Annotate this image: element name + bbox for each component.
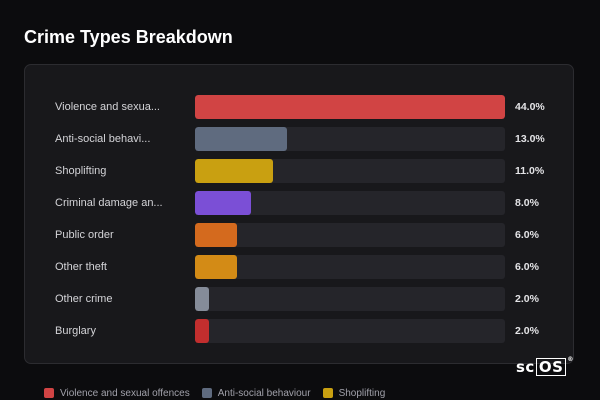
bar-fill — [195, 127, 287, 151]
chart-panel: Violence and sexua... 44.0% Anti-social be… — [24, 64, 574, 364]
legend-label: Anti-social behaviour — [217, 387, 311, 399]
bar-track — [195, 319, 505, 343]
registered-mark: ® — [567, 355, 574, 363]
legend-swatch — [44, 388, 54, 398]
bar-value-label: 6.0% — [515, 261, 539, 273]
bar-category-label: Shoplifting — [55, 165, 107, 177]
brand-logo: sc OS ® — [516, 355, 574, 376]
bar-row: Anti-social behavi... 13.0% — [25, 127, 575, 151]
logo-boxed-text: OS — [535, 358, 567, 376]
bar-value-label: 44.0% — [515, 101, 545, 113]
legend-swatch — [201, 388, 212, 398]
legend-label: Violence and sexual offences — [60, 387, 190, 399]
bar-fill — [195, 255, 238, 279]
bar-fill — [195, 159, 273, 183]
bar-track — [195, 127, 505, 151]
bar-row: Shoplifting 11.0% — [25, 159, 575, 183]
legend-item: Shoplifting — [322, 387, 386, 399]
bar-category-label: Other crime — [55, 293, 113, 305]
legend-swatch — [322, 388, 333, 398]
bar-row: Burglary 2.0% — [25, 319, 575, 343]
bar-category-label: Anti-social behavi... — [55, 133, 151, 145]
bar-value-label: 6.0% — [515, 229, 539, 241]
chart-legend: Violence and sexual offences Anti-social … — [44, 386, 385, 400]
bar-row: Public order 6.0% — [25, 223, 575, 247]
bar-fill — [195, 319, 210, 343]
bar-category-label: Burglary — [55, 325, 96, 337]
bar-track — [195, 255, 505, 279]
page-title: Crime Types Breakdown — [24, 27, 233, 47]
bar-fill — [195, 287, 210, 311]
bar-value-label: 8.0% — [515, 197, 539, 209]
bar-row: Other theft 6.0% — [25, 255, 575, 279]
bar-track — [195, 191, 505, 215]
bar-category-label: Criminal damage an... — [55, 197, 163, 209]
bar-fill — [195, 191, 252, 215]
bar-row: Violence and sexua... 44.0% — [25, 95, 575, 119]
bar-track — [195, 223, 505, 247]
bar-fill — [195, 95, 505, 119]
legend-item: Violence and sexual offences — [44, 388, 190, 399]
bar-value-label: 11.0% — [515, 165, 545, 177]
bar-track — [195, 95, 505, 119]
bar-category-label: Other theft — [55, 261, 107, 273]
bar-track — [195, 287, 505, 311]
bar-value-label: 2.0% — [515, 325, 539, 337]
legend-item: Anti-social behaviour — [201, 387, 311, 399]
bar-row: Other crime 2.0% — [25, 287, 575, 311]
bar-value-label: 2.0% — [515, 293, 539, 305]
bar-category-label: Public order — [55, 229, 114, 241]
bar-category-label: Violence and sexua... — [55, 101, 160, 113]
bar-track — [195, 159, 505, 183]
bar-value-label: 13.0% — [515, 133, 545, 145]
bar-fill — [195, 223, 238, 247]
legend-label: Shoplifting — [338, 387, 386, 399]
logo-prefix: sc — [516, 358, 535, 376]
bar-row: Criminal damage an... 8.0% — [25, 191, 575, 215]
